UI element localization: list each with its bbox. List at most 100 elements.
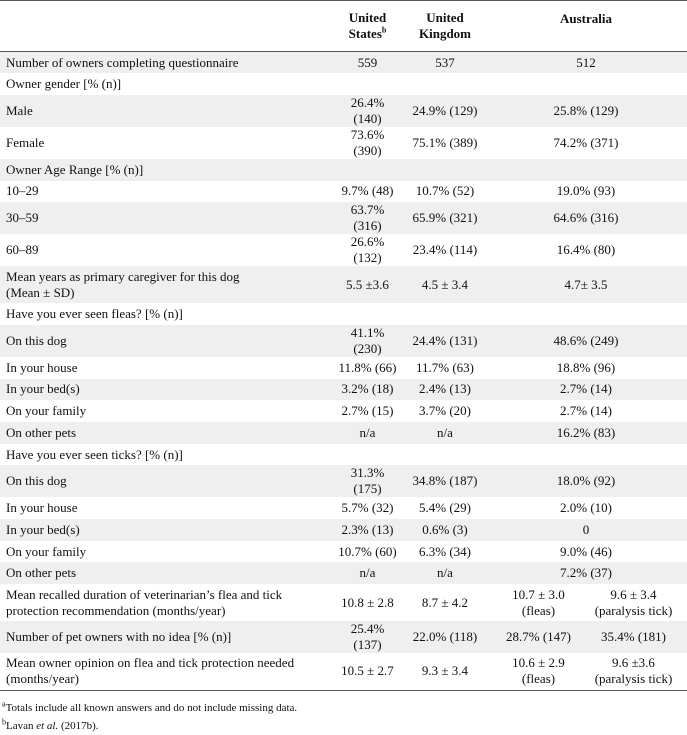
- table-row: Mean owner opinion on flea and tick prot…: [0, 653, 687, 690]
- value-cell: 6.3% (34): [419, 543, 471, 559]
- table-row: Female 73.6% (390) 75.1% (389) 74.2% (371): [0, 127, 687, 159]
- row-label: Mean years as primary caregiver for this…: [0, 266, 330, 303]
- footnote-italic: et al.: [36, 719, 59, 732]
- table-row: On other pets n/a n/a 16.2% (83): [0, 422, 687, 444]
- header-text: United: [426, 10, 464, 25]
- header-text: States: [348, 26, 382, 41]
- row-label: On this dog: [6, 332, 67, 348]
- cell-line: (Mean ± SD): [6, 284, 75, 300]
- table-row: On this dog 41.1% (230) 24.4% (131) 48.6% (…: [0, 324, 687, 357]
- table-row: Have you ever seen fleas? [% (n)]: [0, 303, 687, 325]
- value-cell: 10.6 ± 2.9 (fleas) 9.6 ±3.6 (paralysis tick…: [485, 653, 687, 690]
- value-cell: 18.0% (92): [556, 473, 616, 489]
- footnote: aTotals include all known answers and do…: [2, 699, 685, 717]
- row-label: On your family: [6, 543, 87, 559]
- row-label: Owner gender [% (n)]: [6, 76, 122, 92]
- value-cell: 24.4% (131): [412, 332, 478, 348]
- cell-line: protection recommendation (months/year): [6, 602, 226, 618]
- value-cell: 31.3% (175): [350, 465, 385, 497]
- table-row: In your bed(s) 2.3% (13) 0.6% (3) 0: [0, 519, 687, 541]
- table-row: Owner gender [% (n)]: [0, 73, 687, 95]
- value-cell: 18.8% (96): [556, 359, 616, 375]
- value-cell: 11.7% (63): [415, 359, 474, 375]
- row-label: Have you ever seen fleas? [% (n)]: [6, 306, 183, 322]
- value-cell: 2.3% (13): [341, 521, 394, 537]
- value-cell: 11.8% (66): [338, 359, 397, 375]
- sub-cell: 10.7 ± 3.0 (fleas): [491, 587, 586, 619]
- row-label: Number of owners completing questionnair…: [6, 54, 239, 70]
- footnote-mark: b: [381, 25, 387, 35]
- value-cell: 16.2% (83): [556, 424, 616, 440]
- header-text: United: [348, 10, 387, 25]
- table-row: Number of owners completing questionnair…: [0, 51, 687, 74]
- row-label: Male: [6, 102, 33, 118]
- value-cell: n/a: [359, 424, 376, 440]
- value-cell: 4.5 ± 3.4: [421, 276, 469, 292]
- value-cell: 5.7% (32): [341, 500, 394, 516]
- table-row: Owner Age Range [% (n)]: [0, 158, 687, 181]
- value-cell: 5.4% (29): [419, 500, 471, 516]
- value-cell: 41.1% (230): [350, 324, 385, 356]
- value-cell: 10.7% (60): [338, 543, 397, 559]
- header-text: Kingdom: [418, 26, 471, 41]
- cell-line: 10.6 ± 2.9: [512, 655, 565, 671]
- cell-line: (paralysis tick): [594, 602, 673, 618]
- table-row: On your family 2.7% (15) 3.7% (20) 2.7% (14…: [0, 400, 687, 422]
- value-cell: 48.6% (249): [553, 332, 619, 348]
- row-label: Have you ever seen ticks? [% (n)]: [6, 446, 183, 462]
- value-cell: 10.7% (52): [415, 183, 475, 199]
- table-row: On other pets n/a n/a 7.2% (37): [0, 562, 687, 585]
- sub-cell: 28.7% (147): [491, 629, 586, 645]
- sub-cell: 9.6 ±3.6 (paralysis tick): [586, 655, 681, 687]
- table-row: Have you ever seen ticks? [% (n)]: [0, 444, 687, 466]
- cell-line: Mean years as primary caregiver for this…: [6, 268, 240, 284]
- row-label: On this dog: [6, 473, 67, 489]
- sub-cell: 35.4% (181): [586, 629, 681, 645]
- row-label: In your bed(s): [6, 521, 80, 537]
- value-cell: 537: [435, 54, 455, 70]
- header-blank: [0, 0, 330, 52]
- value-cell: 10.5 ± 2.7: [341, 663, 394, 679]
- value-cell: 75.1% (389): [412, 134, 478, 150]
- footnotes: aTotals include all known answers and do…: [0, 691, 687, 735]
- row-label: On other pets: [6, 424, 77, 440]
- cell-line: (paralysis tick): [594, 671, 673, 687]
- row-label: 60–89: [6, 242, 39, 258]
- value-cell: 25.4% (137): [350, 621, 385, 653]
- cell-line: Mean owner opinion on flea and tick prot…: [6, 655, 295, 671]
- value-cell: 64.6% (316): [553, 210, 619, 226]
- value-cell: 19.0% (93): [556, 183, 616, 199]
- cell-line: (fleas): [521, 602, 556, 618]
- value-cell: 559: [357, 54, 378, 70]
- value-cell: 22.0% (118): [412, 629, 478, 645]
- value-cell: 5.5 ±3.6: [346, 276, 389, 292]
- value-cell: 25.8% (129): [553, 102, 619, 118]
- value-cell: 28.7% (147) 35.4% (181): [485, 621, 687, 653]
- table-body: Number of owners completing questionnair…: [0, 51, 687, 691]
- cell-line: 9.6 ± 3.4: [610, 586, 657, 602]
- table-row: On your family 10.7% (60) 6.3% (34) 9.0% (4…: [0, 541, 687, 563]
- table-row: Mean recalled duration of veterinarian’s…: [0, 584, 687, 621]
- value-cell: 4.7± 3.5: [564, 276, 608, 292]
- table-row: Mean years as primary caregiver for this…: [0, 266, 687, 304]
- value-cell: n/a: [437, 565, 453, 581]
- header-cell: United Statesb: [330, 0, 405, 52]
- cell-line: (months/year): [6, 671, 79, 687]
- value-cell: 10.7 ± 3.0 (fleas) 9.6 ± 3.4 (paralysis tic…: [485, 584, 687, 621]
- split-cell: 10.7 ± 3.0 (fleas) 9.6 ± 3.4 (paralysis tic…: [491, 587, 681, 619]
- row-label: Female: [6, 134, 45, 150]
- table: United Statesb United Kingdom Australia Nu…: [0, 0, 687, 691]
- value-cell: n/a: [359, 565, 376, 581]
- header-cell: Australia: [485, 0, 687, 52]
- value-cell: 3.2% (18): [341, 381, 394, 397]
- table-row: 60–89 26.6% (132) 23.4% (114) 16.4% (80): [0, 234, 687, 266]
- footnote-text: (2017b).: [58, 719, 99, 732]
- value-cell: 10.8 ± 2.8: [341, 594, 394, 610]
- value-cell: 2.0% (10): [560, 500, 612, 516]
- table-row: In your house 11.8% (66) 11.7% (63) 18.8% (…: [0, 357, 687, 379]
- value-cell: 8.7 ± 4.2: [421, 594, 469, 610]
- value-cell: 65.9% (321): [412, 210, 478, 226]
- value-cell: 3.7% (20): [419, 403, 471, 419]
- table-row: Number of pet owners with no idea [% (n)…: [0, 621, 687, 654]
